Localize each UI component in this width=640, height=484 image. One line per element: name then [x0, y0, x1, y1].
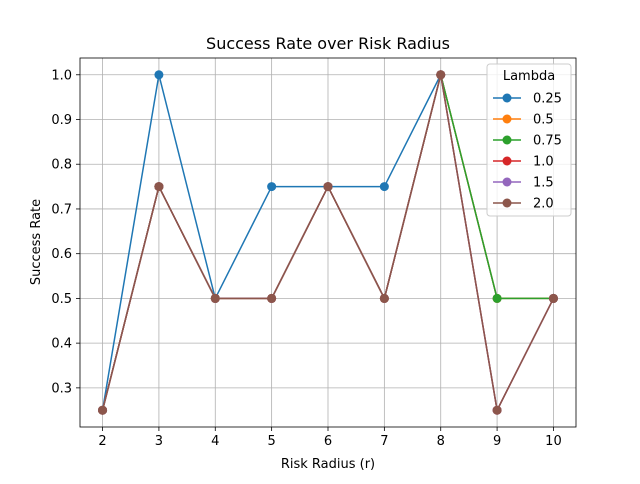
- legend-marker: [502, 135, 512, 145]
- data-point: [379, 182, 389, 192]
- data-point: [379, 293, 389, 303]
- legend-entry: 0.25: [493, 92, 562, 107]
- data-point: [267, 182, 277, 192]
- data-point: [98, 405, 108, 415]
- x-tick-label: 6: [324, 434, 332, 449]
- y-tick-label: 0.6: [51, 247, 72, 262]
- y-tick-label: 0.4: [51, 337, 72, 352]
- x-tick-label: 2: [98, 434, 106, 449]
- legend-entry: 1.5: [493, 176, 554, 191]
- x-axis-label: Risk Radius (r): [281, 457, 375, 472]
- data-point: [210, 293, 220, 303]
- x-tick-label: 5: [267, 434, 275, 449]
- legend-entries: 0.25 0.5 0.75 1.0 1.5 2.0: [493, 92, 562, 212]
- legend-entry: 2.0: [493, 197, 554, 212]
- x-tick-label: 9: [493, 434, 501, 449]
- ticks-layer: 2 3 4 5 6 7 8 9 10 0.3 0.4 0.5 0.6 0.7 0.8 0.9 1.0: [51, 68, 561, 449]
- legend-label: 0.5: [533, 113, 554, 128]
- x-tick-label: 3: [155, 434, 163, 449]
- legend-label: 0.25: [533, 92, 562, 107]
- data-point: [436, 70, 446, 80]
- data-point: [323, 182, 333, 192]
- y-tick-label: 0.7: [51, 202, 72, 217]
- x-tick-label: 10: [545, 434, 562, 449]
- series-2.0: [98, 70, 558, 415]
- y-tick-label: 1.0: [51, 68, 72, 83]
- legend-label: 0.75: [533, 134, 562, 149]
- legend-entry: 1.0: [493, 155, 554, 170]
- data-point: [492, 293, 502, 303]
- data-point: [548, 293, 558, 303]
- data-point: [267, 293, 277, 303]
- y-tick-label: 0.3: [51, 381, 72, 396]
- y-tick-label: 0.8: [51, 158, 72, 173]
- legend-entry: 0.5: [493, 113, 554, 128]
- data-point: [154, 182, 164, 192]
- legend-marker: [502, 156, 512, 166]
- legend-title: Lambda: [503, 69, 555, 84]
- legend-marker: [502, 177, 512, 187]
- legend: Lambda 0.25 0.5 0.75 1.0 1.5 2.0: [486, 63, 572, 217]
- y-tick-label: 0.9: [51, 113, 72, 128]
- x-tick-label: 4: [211, 434, 219, 449]
- series-layer: [98, 70, 558, 415]
- legend-label: 1.5: [533, 176, 554, 191]
- legend-marker: [502, 198, 512, 208]
- legend-entry: 0.75: [493, 134, 562, 149]
- chart-title: Success Rate over Risk Radius: [206, 34, 450, 53]
- legend-label: 2.0: [533, 197, 554, 212]
- axes-frame: [79, 57, 577, 428]
- legend-label: 1.0: [533, 155, 554, 170]
- y-axis-label: Success Rate: [29, 199, 44, 285]
- x-tick-label: 8: [437, 434, 445, 449]
- data-point: [154, 70, 164, 80]
- legend-marker: [502, 114, 512, 124]
- legend-marker: [502, 93, 512, 103]
- data-point: [492, 405, 502, 415]
- y-tick-label: 0.5: [51, 292, 72, 307]
- x-tick-label: 7: [380, 434, 388, 449]
